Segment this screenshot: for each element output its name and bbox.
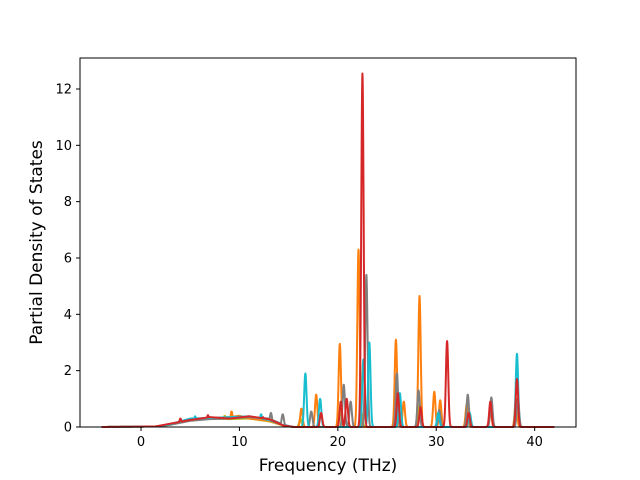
axes-frame xyxy=(79,57,577,428)
y-axis-label: Partial Density of States xyxy=(27,140,47,345)
x-tick-label: 10 xyxy=(231,435,248,450)
y-axis-ticks: 0 2 4 6 8 10 12 xyxy=(55,82,80,436)
series-line-4 xyxy=(100,341,556,428)
y-tick-label: 6 xyxy=(64,251,72,266)
x-tick-label: 0 xyxy=(137,435,145,450)
y-tick-label: 10 xyxy=(55,139,72,154)
x-tick-label: 20 xyxy=(330,435,347,450)
series-line-3 xyxy=(100,273,556,428)
series-line-2 xyxy=(100,248,556,428)
y-tick-label: 8 xyxy=(64,195,72,210)
series-layer xyxy=(100,72,556,428)
x-axis-ticks: 0 10 20 30 40 xyxy=(137,427,543,450)
y-tick-label: 2 xyxy=(64,364,72,379)
x-axis-label: Frequency (THz) xyxy=(259,456,398,476)
x-tick-label: 40 xyxy=(526,435,543,450)
series-line-5 xyxy=(100,72,556,428)
y-tick-label: 12 xyxy=(55,82,72,97)
y-tick-label: 0 xyxy=(64,421,72,436)
y-tick-label: 4 xyxy=(64,308,72,323)
x-tick-label: 30 xyxy=(428,435,445,450)
